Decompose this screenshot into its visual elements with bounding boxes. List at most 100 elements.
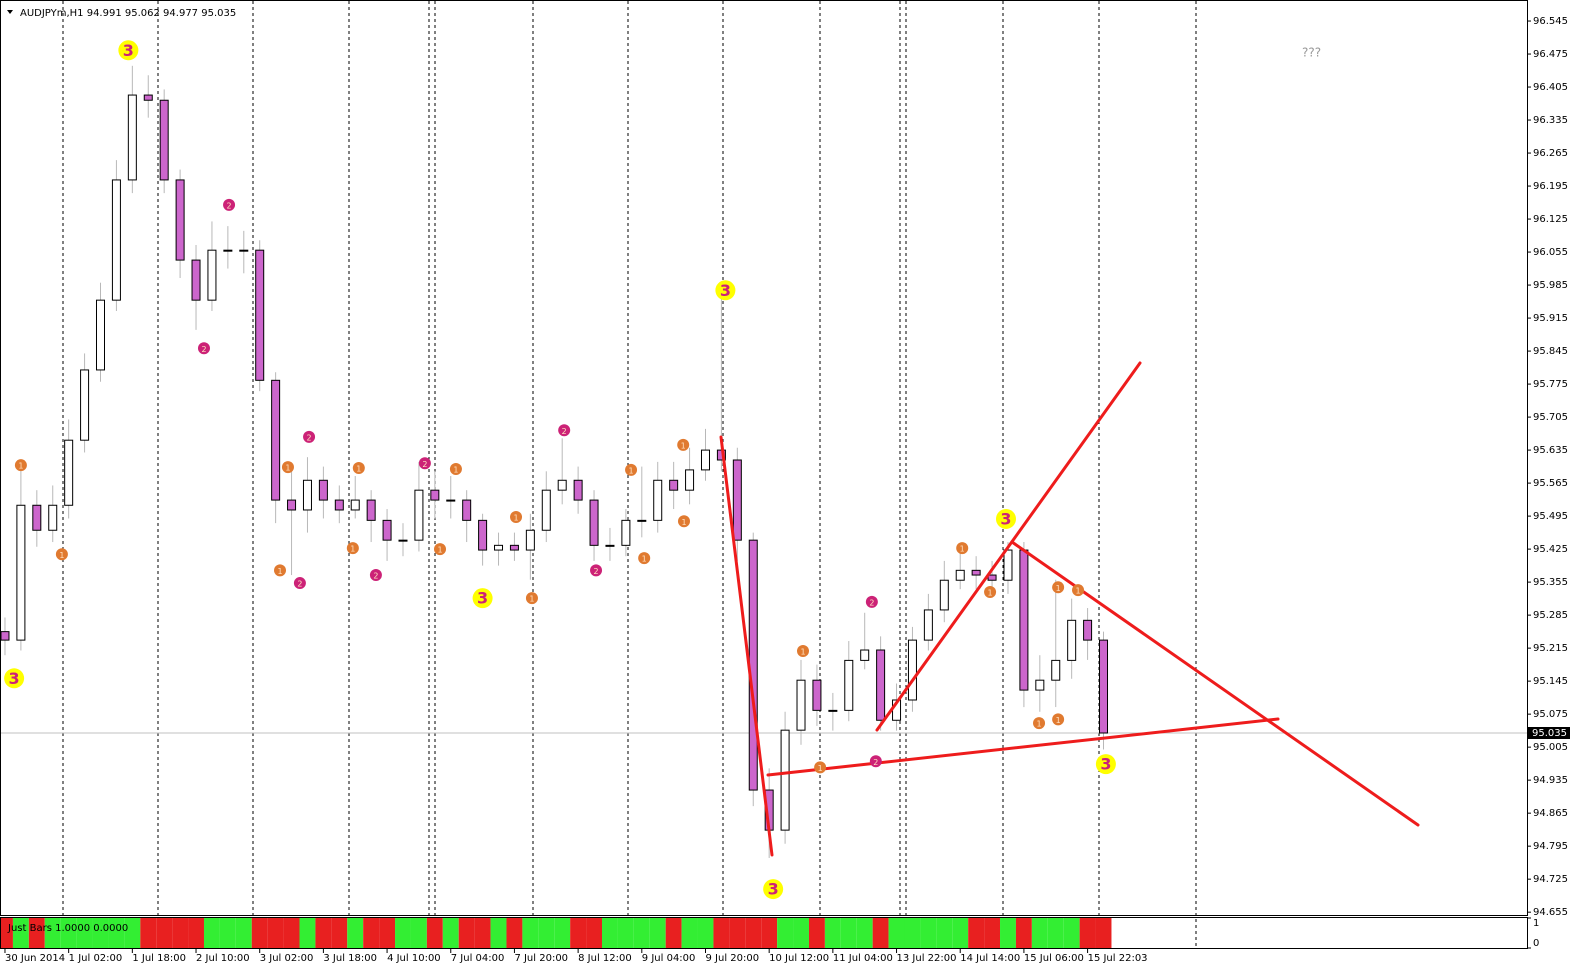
indicator-bar — [824, 918, 841, 948]
candle-body — [573, 479, 583, 501]
candle-body — [955, 569, 965, 581]
wave-marker-label: 1 — [18, 462, 23, 471]
indicator-bar — [331, 918, 348, 948]
wave-marker-label: 1 — [629, 466, 634, 475]
wave-marker-label: 1 — [642, 555, 647, 564]
indicator-bar — [984, 918, 1001, 948]
wave-marker-label: 2 — [373, 572, 378, 581]
wave-marker — [369, 569, 382, 582]
candle-body — [159, 99, 169, 181]
indicator-bar — [729, 918, 746, 948]
indicator-bar — [1079, 918, 1096, 948]
candle-body — [318, 479, 328, 501]
wave-marker — [303, 430, 316, 443]
candle-body — [175, 179, 185, 261]
y-tick-label: 96.475 — [1533, 49, 1568, 60]
x-tick-label: 4 Jul 10:00 — [387, 953, 441, 964]
indicator-bar — [140, 918, 157, 948]
indicator-bar — [60, 918, 77, 948]
wave-marker-label: 2 — [422, 460, 427, 469]
wave-marker — [590, 564, 603, 577]
indicator-bar — [681, 918, 698, 948]
candle-body — [828, 709, 838, 712]
indicator-bar — [76, 918, 93, 948]
y-tick-label: 94.725 — [1533, 874, 1568, 885]
wave-marker-label: 1 — [513, 514, 518, 523]
candle-body — [907, 639, 917, 701]
indicator-bar — [203, 918, 220, 948]
candle-body — [302, 479, 312, 511]
wave-marker — [1072, 584, 1085, 597]
wave-marker-label: 2 — [307, 433, 312, 442]
candles — [0, 65, 1109, 858]
candle-body — [414, 489, 424, 541]
x-tick-label: 3 Jul 02:00 — [260, 953, 314, 964]
x-tick-label: 1 Jul 02:00 — [69, 953, 123, 964]
trendline — [766, 717, 1280, 777]
candle-body — [191, 259, 201, 301]
candle-body — [287, 499, 297, 511]
wave-marker — [715, 280, 736, 301]
indicator-bar — [188, 918, 204, 948]
x-tick-label: 9 Jul 20:00 — [705, 953, 759, 964]
wave-marker — [14, 459, 27, 472]
candle-body — [1019, 549, 1029, 691]
indicator-pane — [0, 918, 1112, 948]
indicator-bar — [617, 918, 634, 948]
x-tick-label: 15 Jul 22:03 — [1088, 953, 1148, 964]
day-separators — [62, 1, 1197, 948]
candle-body — [621, 519, 631, 546]
candle-body — [446, 499, 456, 502]
candle-body — [653, 479, 663, 521]
candle-body — [1035, 679, 1045, 691]
wave-marker-label: 2 — [201, 345, 206, 354]
candle-body — [1099, 639, 1109, 734]
wave-marker-label: 1 — [277, 567, 282, 576]
wave-marker — [418, 457, 431, 470]
indicator-bar — [793, 918, 809, 948]
indicator-bar — [697, 918, 714, 948]
candle-body — [780, 729, 790, 831]
wave-marker-label: 2 — [593, 567, 598, 576]
candle-body — [478, 519, 488, 551]
indicator-bar — [490, 918, 507, 948]
wave-marker — [814, 761, 827, 774]
indicator-bar — [299, 918, 316, 948]
wave-marker — [763, 879, 784, 900]
candle-body — [223, 249, 233, 252]
indicator-bar — [315, 918, 332, 948]
wave-marker-label: 3 — [123, 41, 134, 60]
indicator-bar — [840, 918, 857, 948]
candle-body — [637, 519, 647, 522]
wave-marker-label: 1 — [988, 589, 993, 598]
trendline — [719, 435, 774, 857]
candle-body — [971, 569, 981, 576]
y-tick-label: 95.005 — [1533, 742, 1568, 753]
candle-body — [462, 499, 472, 521]
candle-body — [334, 499, 344, 511]
indicator-bar — [952, 918, 969, 948]
indicator-bar — [442, 918, 459, 948]
x-tick-label: 3 Jul 18:00 — [323, 953, 377, 964]
current-price-label: 95.035 — [1532, 728, 1567, 739]
indicator-bar — [410, 918, 427, 948]
wave-marker-label: 1 — [1056, 716, 1061, 725]
y-tick-label: 96.125 — [1533, 214, 1568, 225]
wave-marker-label: 1 — [681, 518, 686, 527]
wave-marker — [472, 588, 493, 609]
indicator-bar — [124, 918, 141, 948]
y-tick-label: 94.865 — [1533, 808, 1568, 819]
indicator-bar — [474, 918, 491, 948]
x-tick-label: 7 Jul 20:00 — [514, 953, 568, 964]
candle-body — [669, 479, 679, 491]
indicator-bar — [649, 918, 666, 948]
y-tick-label: 95.145 — [1533, 676, 1568, 687]
x-tick-label: 8 Jul 12:00 — [578, 953, 632, 964]
indicator-tick-label: 1 — [1533, 918, 1539, 929]
dropdown-arrow[interactable] — [7, 10, 13, 14]
trendline — [875, 361, 1142, 732]
indicator-bar — [554, 918, 571, 948]
y-tick-label: 95.495 — [1533, 511, 1568, 522]
